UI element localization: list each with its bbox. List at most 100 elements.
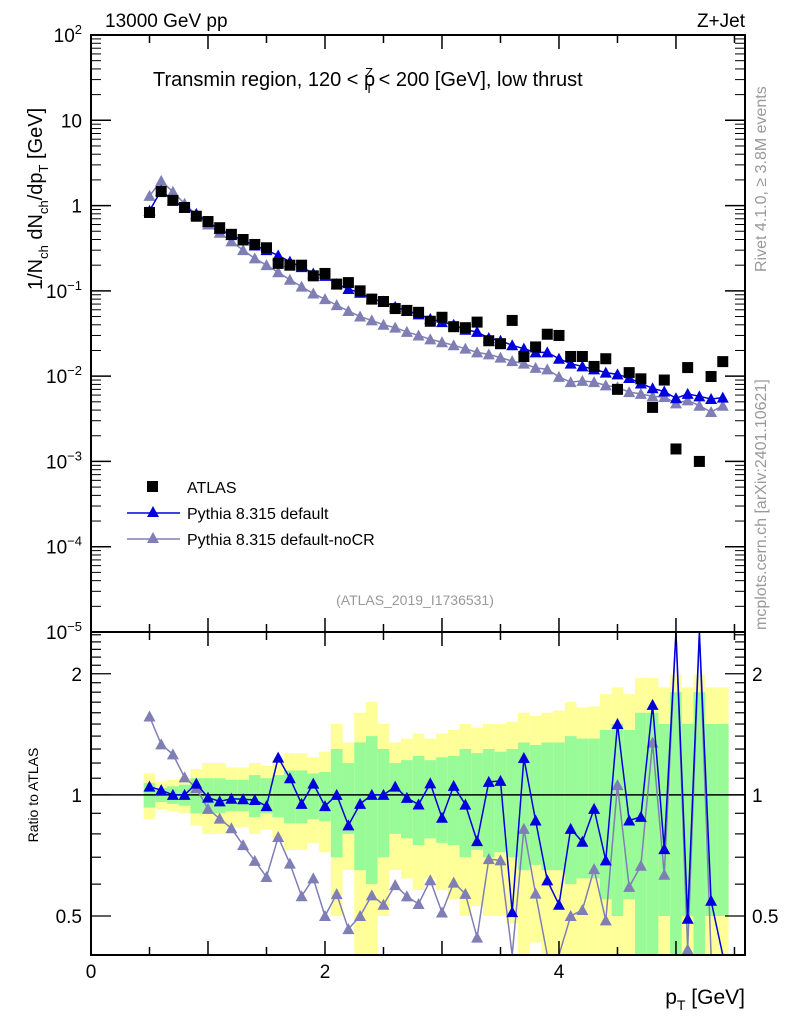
ratio-marker-default [354,797,367,809]
marker-atlas [214,222,226,234]
marker-atlas [307,270,319,282]
ratio-marker-nocr [201,802,214,814]
ratio-marker-nocr [354,910,367,922]
marker-nocr [225,235,238,247]
ratio-band-1sigma [646,712,659,955]
ratio-band-1sigma [272,775,285,818]
header-left: 13000 GeV pp [105,11,228,32]
y-tick-label: 102 [54,22,82,47]
marker-atlas [541,328,553,340]
ratio-band-1sigma [295,770,308,824]
ratio-marker-nocr [237,839,250,851]
ratio-marker-nocr [681,943,694,955]
legend-marker-nocr [147,532,159,543]
ratio-marker-default [166,788,179,800]
ratio-marker-default [705,894,718,906]
ratio-marker-nocr [482,853,495,865]
ratio-band-1sigma [447,755,460,846]
ratio-band-1sigma [518,742,530,871]
ratio-band-1sigma [681,724,694,917]
marker-nocr [459,342,472,354]
marker-nocr [272,266,285,278]
ratio-y-tick-label-right: 0.5 [752,907,778,928]
ratio-marker-default [634,810,647,822]
marker-atlas [167,194,179,206]
marker-atlas [366,293,378,305]
ratio-band-1sigma [541,742,554,871]
ratio-band-1sigma [635,712,647,955]
marker-nocr [307,287,320,299]
legend-marker-atlas [147,481,158,492]
ratio-marker-default [681,912,694,924]
ratio-marker-default [377,788,390,800]
marker-atlas [693,455,705,467]
ratio-marker-default [494,774,507,786]
ratio-marker-nocr [588,863,601,875]
legend-label-nocr: Pythia 8.315 default-noCR [187,532,375,549]
ratio-marker-default [155,784,168,796]
ratio-y-axis-label: Ratio to ATLAS [25,748,41,843]
marker-atlas [611,383,623,395]
marker-nocr [155,174,168,186]
marker-nocr [143,189,156,201]
ratio-marker-nocr [342,923,355,935]
marker-atlas [319,267,331,279]
marker-nocr [588,376,601,388]
ratio-marker-default [529,814,542,826]
marker-nocr [506,355,519,367]
ratio-marker-nocr [658,868,671,880]
axes: 0 2 4 102 10 1 10−1 10−2 10−3 10−4 10−5 2 2 1 1 0.5 0.5 [46,22,778,983]
ratio-band-1sigma [553,742,565,871]
ratio-marker-nocr [295,890,308,902]
ratio-marker-default [272,751,285,763]
marker-atlas [237,234,249,246]
marker-atlas [436,311,448,323]
ratio-band-1sigma [471,753,483,850]
ratio-marker-nocr [494,854,507,866]
marker-atlas [459,322,471,334]
marker-atlas [553,329,565,341]
ratio-marker-nocr [529,887,542,899]
ratio-band-1sigma [436,757,448,843]
marker-atlas [296,259,308,271]
ratio-marker-default [576,835,589,847]
ratio-marker-default [564,822,577,834]
y-tick-label: 10−1 [46,278,82,303]
y-tick-label: 10−5 [46,619,82,644]
ratio-band-1sigma [377,749,390,858]
ratio-marker-nocr [576,903,589,915]
ratio-band-1sigma [506,749,519,858]
marker-nocr [295,280,308,292]
marker-atlas [635,373,647,385]
ratio-marker-default [295,797,308,809]
marker-atlas [249,238,261,250]
ratio-marker-nocr [283,857,296,869]
marker-atlas [143,206,155,218]
marker-atlas [471,316,483,328]
ratio-band-1sigma [658,724,671,917]
marker-atlas [705,371,717,383]
marker-nocr [365,314,378,326]
ratio-marker-nocr [225,822,238,834]
ratio-marker-nocr [599,914,612,926]
ratio-band-1sigma [611,724,624,917]
data-marks [143,174,729,956]
marker-atlas [448,321,460,333]
ratio-marker-nocr [447,876,460,888]
marker-atlas [155,186,167,198]
marker-default [517,342,530,354]
marker-nocr [494,351,507,363]
side-label-mcplots: mcplots.cern.ch [arXiv:2401.10621] [753,379,770,630]
ratio-plot-frame [90,631,746,956]
marker-atlas [331,278,343,290]
ratio-y-tick-label-right: 2 [752,665,763,686]
marker-nocr [237,244,250,256]
marker-default [669,392,682,404]
ratio-marker-nocr [365,889,378,901]
marker-nocr [330,299,343,311]
ratio-marker-default [623,814,636,826]
marker-default [342,283,355,295]
legend-label-default: Pythia 8.315 default [187,506,329,523]
ratio-band-1sigma [599,729,612,900]
legend-marker-default [147,506,159,517]
